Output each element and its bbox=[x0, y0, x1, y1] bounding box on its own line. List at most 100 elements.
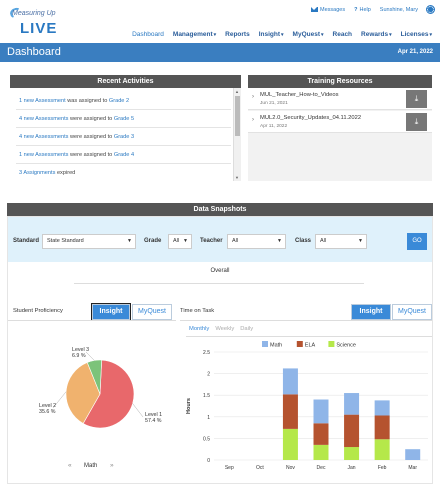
teacher-value: All bbox=[232, 238, 239, 244]
user-name: Sunshine, Mary bbox=[379, 6, 418, 13]
activity-text: expired bbox=[55, 170, 76, 176]
chevron-down-icon: ▼ bbox=[358, 238, 363, 244]
bar-ela-dec[interactable] bbox=[313, 423, 329, 445]
caret-down-icon: ▾ bbox=[281, 32, 284, 38]
proficiency-insight-toggle[interactable]: Insight bbox=[91, 303, 131, 321]
teacher-select[interactable]: All ▼ bbox=[227, 234, 286, 249]
page-title-bar: Dashboard Apr 21, 2022 bbox=[0, 43, 440, 62]
help-icon: ? bbox=[354, 6, 358, 13]
bar-math-feb[interactable] bbox=[374, 400, 390, 416]
nav-item-dashboard[interactable]: Dashboard bbox=[132, 31, 164, 38]
nav-item-licenses[interactable]: Licenses▾ bbox=[401, 31, 432, 38]
standard-select[interactable]: State Standard ▼ bbox=[42, 234, 136, 249]
x-tick-label: Feb bbox=[378, 465, 387, 471]
next-subject-button[interactable]: » bbox=[110, 462, 114, 469]
period-tab-daily[interactable]: Daily bbox=[240, 326, 254, 332]
user-menu[interactable]: Sunshine, Mary bbox=[380, 7, 418, 13]
proficiency-pie-chart: Level 157.4 % Level 235.6 % Level 36.9 % bbox=[39, 347, 162, 429]
activity-link[interactable]: 4 new Assessments bbox=[19, 134, 69, 140]
activity-item: 4 new Assessments were assigned to Grade… bbox=[19, 116, 134, 122]
nav-item-management[interactable]: Management▾ bbox=[173, 31, 216, 38]
activity-target-link[interactable]: Grade 2 bbox=[108, 98, 130, 104]
bar-ela-feb[interactable] bbox=[374, 415, 390, 440]
period-tabs: Monthly Weekly Daily bbox=[189, 326, 253, 332]
bar-math-dec[interactable] bbox=[313, 399, 329, 424]
nav-item-reach[interactable]: Reach bbox=[333, 31, 353, 38]
student-proficiency-label: Student Proficiency bbox=[13, 308, 63, 314]
brand-logo[interactable]: Measuring Up LIVE bbox=[6, 6, 56, 40]
help-link[interactable]: ? Help bbox=[354, 7, 371, 13]
bar-science-feb[interactable] bbox=[374, 439, 390, 460]
y-axis-label: Hours bbox=[186, 398, 192, 414]
bar-math-mar[interactable] bbox=[405, 449, 421, 460]
bar-ela-nov[interactable] bbox=[282, 394, 298, 429]
pie-label-name: Level 3 bbox=[72, 347, 89, 353]
nav-item-rewards[interactable]: Rewards▾ bbox=[361, 31, 392, 38]
pie-slice-level-3[interactable] bbox=[86, 359, 103, 395]
bar-science-jan[interactable] bbox=[344, 447, 360, 460]
nav-item-label: Dashboard bbox=[132, 31, 164, 38]
pie-label-name: Level 2 bbox=[39, 403, 56, 409]
divider bbox=[180, 320, 432, 321]
nav-item-reports[interactable]: Reports bbox=[225, 31, 250, 38]
teacher-label: Teacher bbox=[200, 238, 223, 244]
time-on-task-bar-chart: Math ELA Science 0 0.5 1 1.5 2 2.5 Hours Sep Oct Nov… bbox=[186, 341, 428, 471]
divider bbox=[8, 320, 176, 321]
subject-label: Math bbox=[84, 463, 98, 469]
class-label: Class bbox=[295, 238, 312, 244]
grade-value: All bbox=[173, 238, 180, 244]
chevron-down-icon: ▼ bbox=[277, 238, 282, 244]
brand-line1: Measuring Up bbox=[12, 10, 56, 17]
period-tab-monthly[interactable]: Monthly bbox=[189, 326, 210, 332]
activity-text: were assigned to bbox=[68, 152, 114, 158]
bar-ela-jan[interactable] bbox=[344, 414, 360, 448]
class-select[interactable]: All ▼ bbox=[315, 234, 367, 249]
grade-select[interactable]: All ▼ bbox=[168, 234, 192, 249]
overall-label: Overall bbox=[210, 268, 230, 274]
activity-target-link[interactable]: Grade 4 bbox=[113, 152, 135, 158]
bar-science-nov[interactable] bbox=[282, 428, 298, 460]
activity-link[interactable]: 3 Assignments bbox=[19, 170, 56, 176]
y-tick-label: 1 bbox=[207, 415, 210, 421]
time-on-task-label: Time on Task bbox=[180, 308, 215, 314]
nav-item-label: Reach bbox=[332, 31, 353, 38]
settings-button[interactable] bbox=[426, 5, 435, 14]
divider bbox=[16, 163, 231, 164]
activity-target-link[interactable]: Grade 3 bbox=[113, 134, 135, 140]
scroll-thumb[interactable] bbox=[235, 96, 240, 136]
training-resource-item[interactable]: › MUL_Teacher_How-to_Videos Jun 21, 2021 ⤓ bbox=[248, 88, 432, 110]
scroll-up-icon[interactable]: ▲ bbox=[235, 89, 239, 94]
bar-science-dec[interactable] bbox=[313, 444, 329, 460]
messages-link[interactable]: Messages bbox=[311, 7, 345, 13]
time-myquest-toggle[interactable]: MyQuest bbox=[392, 304, 432, 320]
nav-item-insight[interactable]: Insight▾ bbox=[259, 31, 284, 38]
nav-item-label: MyQuest bbox=[292, 31, 320, 38]
bar-math-nov[interactable] bbox=[282, 368, 298, 395]
activity-target-link[interactable]: Grade 5 bbox=[113, 116, 135, 122]
pie-label-value: 35.6 % bbox=[39, 409, 56, 415]
resource-name: MUL2.0_Security_Updates_04.11.2022 bbox=[260, 115, 362, 121]
prev-subject-button[interactable]: « bbox=[68, 462, 72, 469]
activity-link[interactable]: 4 new Assessments bbox=[19, 116, 69, 122]
nav-item-myquest[interactable]: MyQuest▾ bbox=[293, 31, 324, 38]
training-resource-item[interactable]: › MUL2.0_Security_Updates_04.11.2022 Apr 1… bbox=[248, 111, 432, 133]
mail-icon bbox=[311, 7, 319, 12]
caret-down-icon: ▾ bbox=[321, 32, 324, 38]
grade-label: Grade bbox=[144, 238, 162, 244]
download-icon[interactable]: ⤓ bbox=[406, 113, 427, 131]
period-tab-weekly[interactable]: Weekly bbox=[215, 326, 235, 332]
pie-slice-level-1[interactable] bbox=[82, 359, 135, 429]
proficiency-myquest-toggle[interactable]: MyQuest bbox=[132, 304, 172, 320]
activity-link[interactable]: 1 new Assessment bbox=[19, 98, 66, 104]
pie-label-value: 6.9 % bbox=[72, 353, 86, 359]
legend-swatch bbox=[262, 341, 268, 347]
go-button[interactable]: GO bbox=[407, 233, 427, 250]
activity-link[interactable]: 1 new Assessments bbox=[19, 152, 69, 158]
x-tick-label: Mar bbox=[408, 465, 417, 471]
download-icon[interactable]: ⤓ bbox=[406, 90, 427, 108]
time-insight-toggle[interactable]: Insight bbox=[351, 304, 391, 320]
bar-math-jan[interactable] bbox=[344, 393, 360, 415]
activities-scrollbar[interactable]: ▲ ▼ bbox=[233, 88, 241, 181]
y-tick-label: 2 bbox=[207, 372, 210, 378]
scroll-down-icon[interactable]: ▼ bbox=[235, 175, 239, 180]
